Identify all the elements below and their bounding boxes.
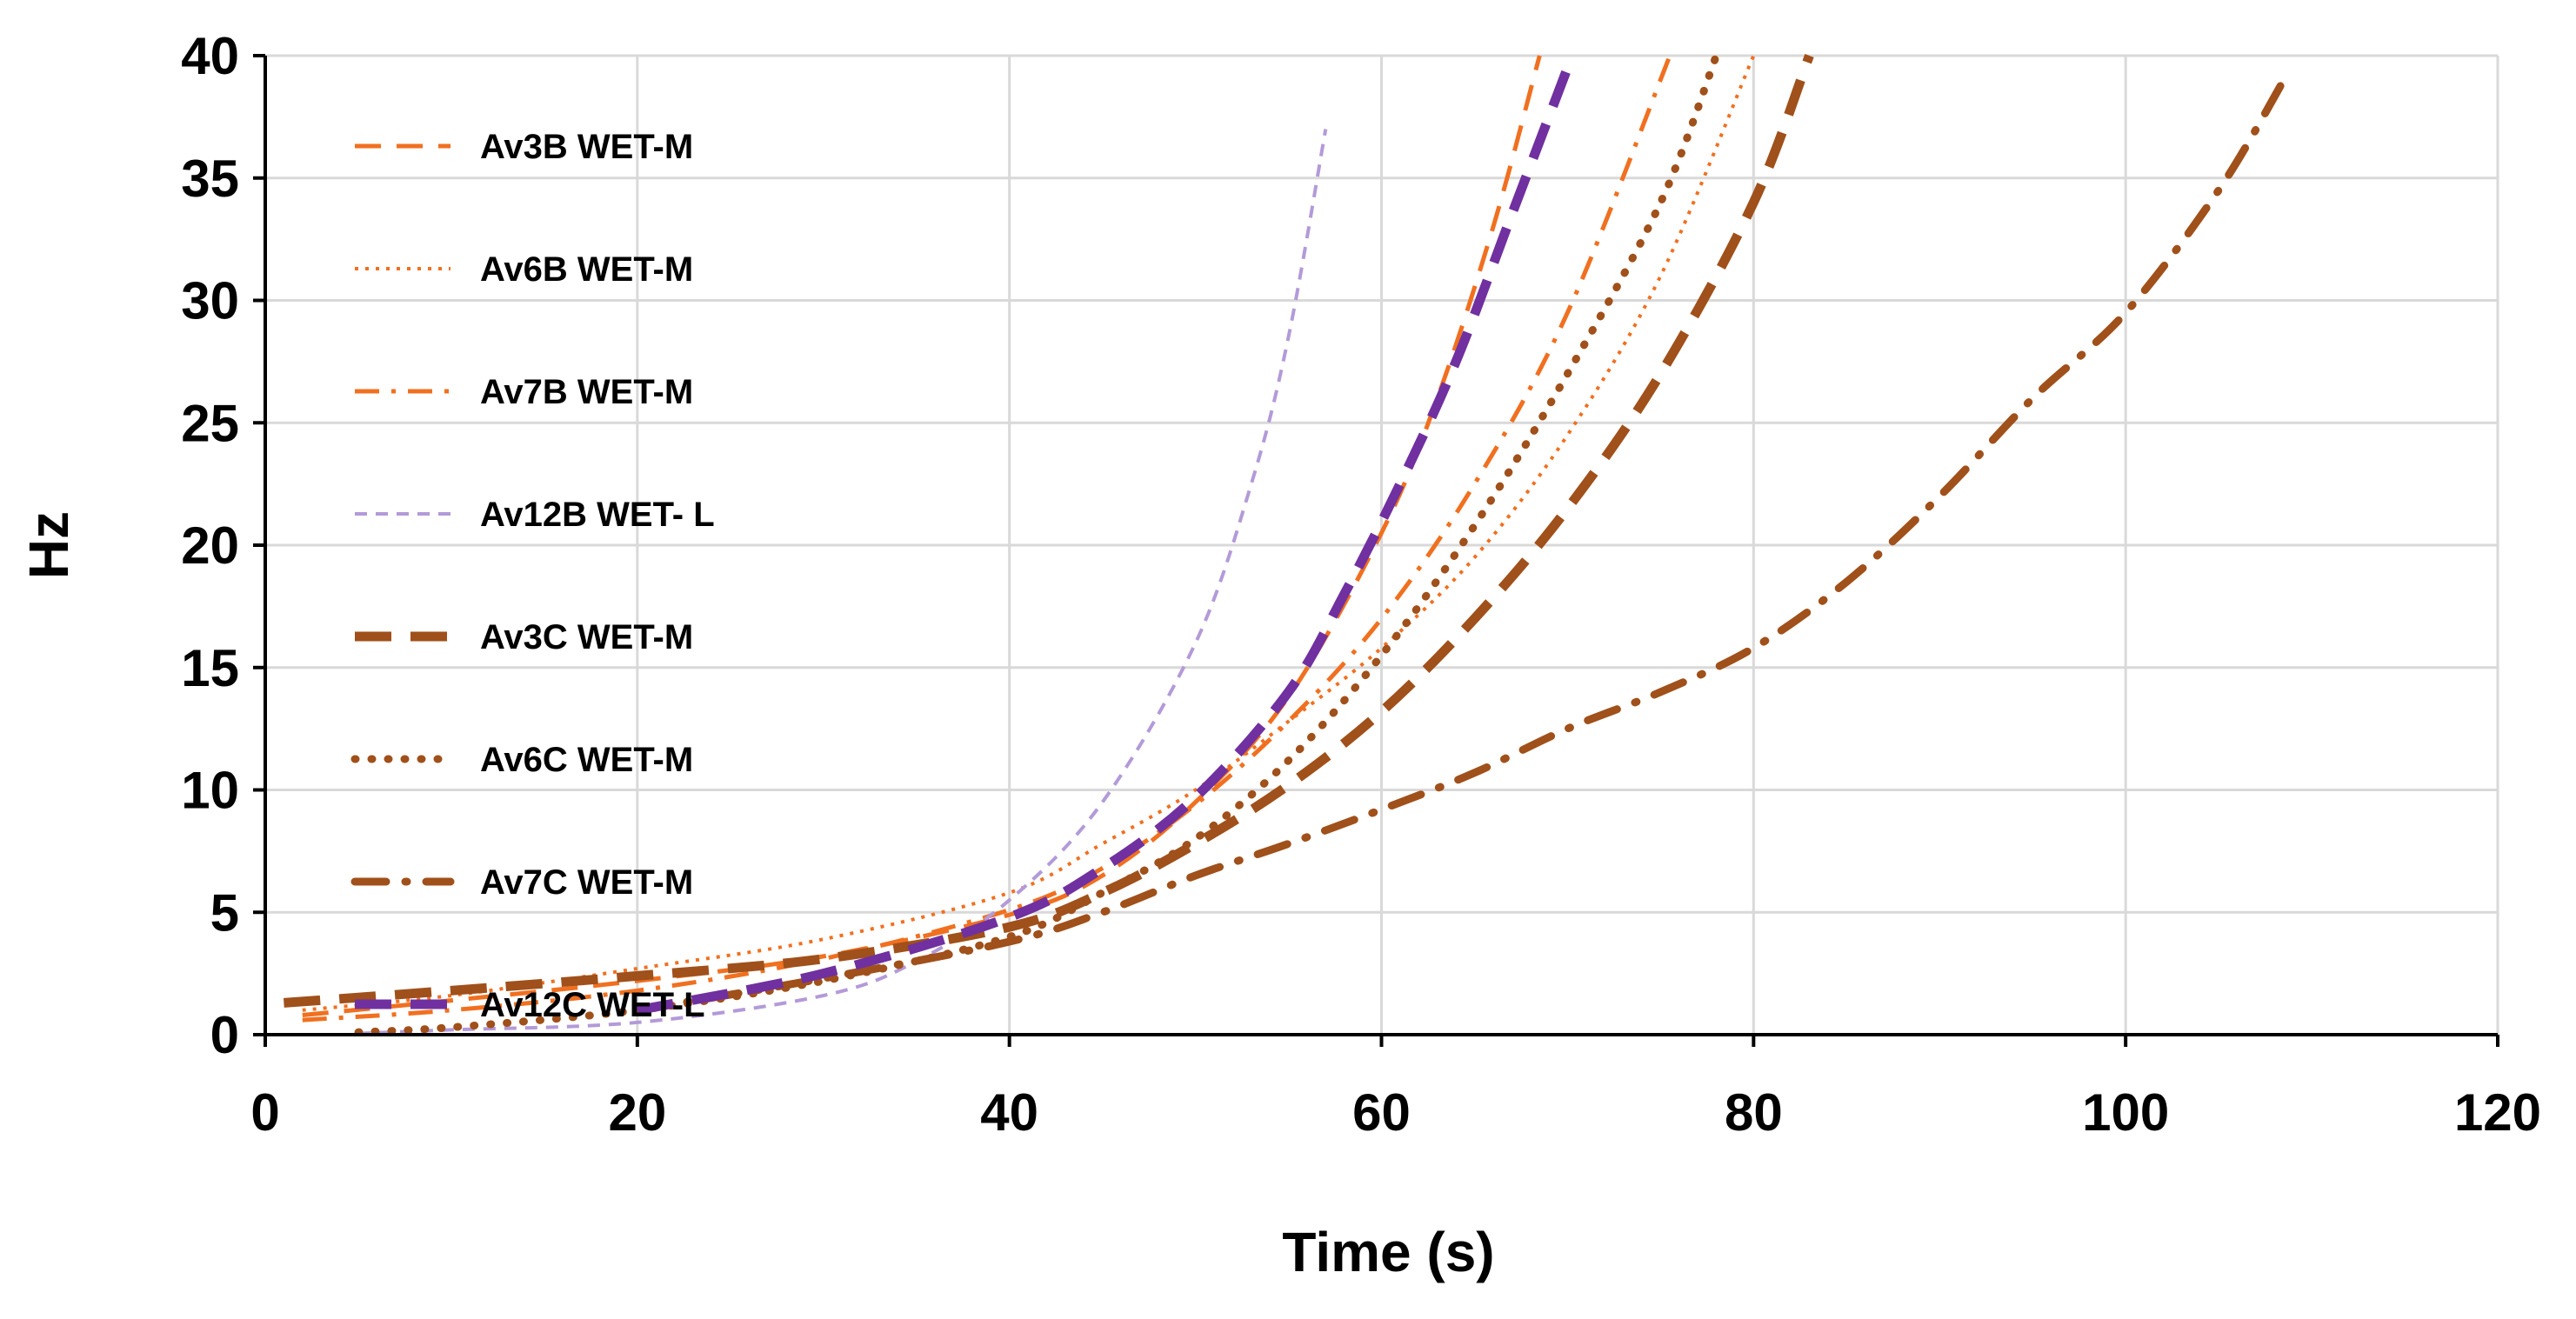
legend-label: Av12B WET- L [480, 496, 715, 534]
x-tick-label: 20 [608, 1083, 666, 1142]
axes: 0 5 10 15 20 25 30 35 40 0 20 40 60 80 100 120 Time (s) H… [17, 27, 2541, 1283]
legend-label: Av3B WET-M [480, 128, 693, 166]
legend-label: Av12C WET-L [480, 986, 705, 1024]
series-line-4 [284, 54, 1814, 1008]
legend-label: Av7C WET-M [480, 863, 693, 902]
legend-label: Av6C WET-M [480, 741, 693, 779]
y-tick-label: 5 [210, 883, 239, 942]
y-tick-label: 25 [181, 394, 239, 452]
series-line-6 [633, 76, 2288, 1015]
x-axis-title: Time (s) [1282, 1221, 1494, 1283]
x-tick-label: 40 [980, 1083, 1038, 1142]
x-tick-label: 60 [1352, 1083, 1411, 1142]
y-tick-label: 35 [181, 150, 239, 208]
x-tick-label: 80 [1725, 1083, 1783, 1142]
y-tick-label: 40 [181, 27, 239, 85]
legend-label: Av6B WET-M [480, 250, 693, 289]
series-line-7 [636, 66, 1572, 1016]
y-tick-label: 15 [181, 639, 239, 697]
series-line-1 [302, 55, 1756, 1012]
legend-label: Av7B WET-M [480, 373, 693, 411]
series-line-3 [357, 129, 1328, 1036]
x-tick-label: 100 [2082, 1083, 2169, 1142]
series-line-2 [302, 55, 1672, 1023]
y-tick-label: 0 [210, 1006, 239, 1064]
y-tick-label: 10 [181, 762, 239, 820]
series-lines [284, 51, 2288, 1036]
y-tick-label: 30 [181, 272, 239, 330]
legend: Av3B WET-M Av6B WET-M Av7B WET-M Av12B WET-… [350, 128, 715, 1024]
legend-label: Av3C WET-M [480, 618, 693, 656]
y-axis-title: Hz [17, 511, 80, 579]
x-tick-label: 120 [2454, 1083, 2541, 1142]
y-tick-label: 20 [181, 516, 239, 575]
series-line-0 [302, 55, 1542, 1017]
x-tick-label: 0 [250, 1083, 279, 1142]
gridlines [264, 54, 2499, 1036]
